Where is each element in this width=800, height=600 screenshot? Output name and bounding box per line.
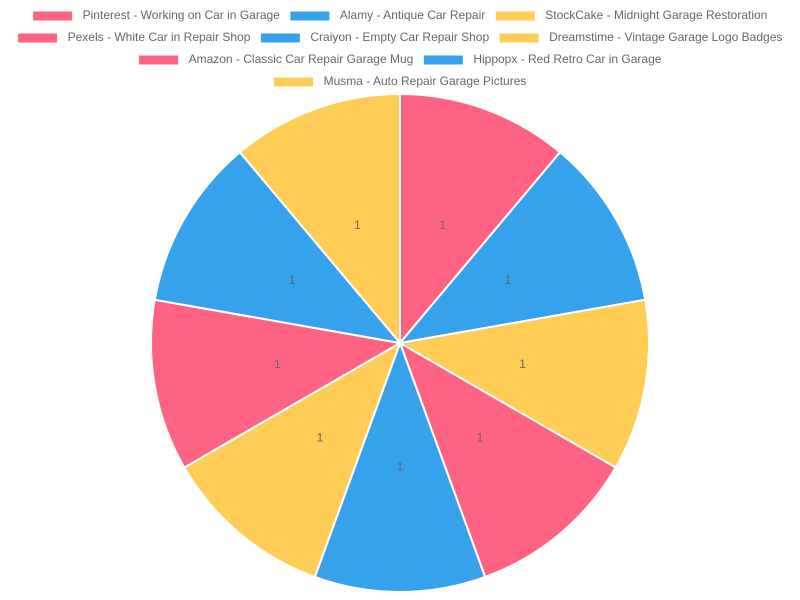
legend-label: Dreamstime - Vintage Garage Logo Badges: [549, 30, 782, 44]
pie-slice: [397, 150, 647, 345]
legend-item: Amazon - Classic Car Repair Garage Mug: [138, 52, 414, 66]
legend-label: Alamy - Antique Car Repair: [340, 8, 485, 22]
pie-slice: [398, 340, 618, 579]
legend-label: Amazon - Classic Car Repair Garage Mug: [189, 52, 414, 66]
legend-item: Musma - Auto Repair Garage Pictures: [273, 74, 527, 88]
pie-slice: [397, 298, 650, 469]
legend-label: Pinterest - Working on Car in Garage: [83, 8, 281, 22]
data-label: 1: [477, 431, 484, 445]
legend-item: Hippopx - Red Retro Car in Garage: [422, 52, 662, 66]
legend-swatch: [32, 10, 74, 22]
data-label: 1: [439, 218, 446, 232]
legend-swatch: [17, 32, 59, 44]
data-label: 1: [354, 218, 361, 232]
legend-swatch: [498, 32, 540, 44]
data-label: 1: [289, 273, 296, 287]
pie-slice: [153, 150, 403, 345]
legend-swatch: [138, 54, 180, 66]
legend-label: StockCake - Midnight Garage Restoration: [545, 8, 767, 22]
legend-swatch: [273, 76, 315, 88]
legend-label: Hippopx - Red Retro Car in Garage: [473, 52, 661, 66]
legend-item: Dreamstime - Vintage Garage Logo Badges: [498, 30, 782, 44]
legend-item: StockCake - Midnight Garage Restoration: [494, 8, 767, 22]
legend-swatch: [259, 32, 301, 44]
legend-swatch: [289, 10, 331, 22]
legend-swatch: [422, 54, 464, 66]
legend-label: Musma - Auto Repair Garage Pictures: [324, 74, 527, 88]
legend-swatch: [494, 10, 536, 22]
pie-slice: [313, 340, 487, 593]
pie-slice: [182, 340, 402, 579]
legend-label: Pexels - White Car in Repair Shop: [68, 30, 251, 44]
legend-item: Pinterest - Working on Car in Garage: [32, 8, 281, 22]
pie-slice: [150, 298, 403, 469]
legend-item: Pexels - White Car in Repair Shop: [17, 30, 251, 44]
data-label: 1: [519, 357, 526, 371]
data-label: 1: [274, 357, 281, 371]
data-label: 1: [397, 460, 404, 474]
legend-label: Craiyon - Empty Car Repair Shop: [310, 30, 489, 44]
legend-item: Alamy - Antique Car Repair: [289, 8, 485, 22]
data-label: 1: [504, 273, 511, 287]
pie-slice: [238, 92, 401, 346]
data-label: 1: [317, 431, 324, 445]
pie-slice: [399, 92, 562, 346]
legend-item: Craiyon - Empty Car Repair Shop: [259, 30, 489, 44]
